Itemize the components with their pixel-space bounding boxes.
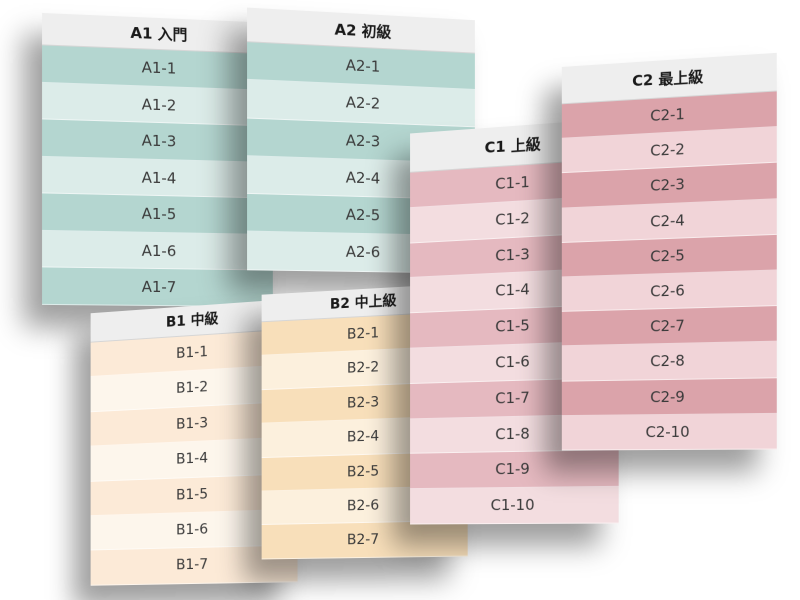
sublevel-row: C1-9: [410, 450, 619, 490]
sublevel-row: C2-7: [561, 306, 777, 347]
sublevel-row: C2-8: [561, 341, 777, 382]
sublevel-row: C2-6: [561, 270, 777, 312]
sublevel-row: A1-5: [42, 193, 273, 235]
card-a1: A1 入門 A1-1 A1-2 A1-3 A1-4 A1-5 A1-6 A1-7: [42, 12, 273, 307]
sublevel-row: A1-3: [42, 119, 273, 163]
sublevel-row: A1-7: [42, 267, 273, 307]
card-c2: C2 最上級 C2-1 C2-2 C2-3 C2-4 C2-5 C2-6 C2-7 C2-8 C2…: [561, 52, 777, 451]
sublevel-row: C2-10: [561, 413, 777, 451]
sublevel-row: C2-9: [561, 377, 777, 416]
sublevel-row: A1-6: [42, 230, 273, 271]
sublevel-row: A1-4: [42, 156, 273, 199]
sublevel-row: B2-7: [261, 521, 468, 560]
sublevel-row: C1-10: [410, 487, 619, 525]
